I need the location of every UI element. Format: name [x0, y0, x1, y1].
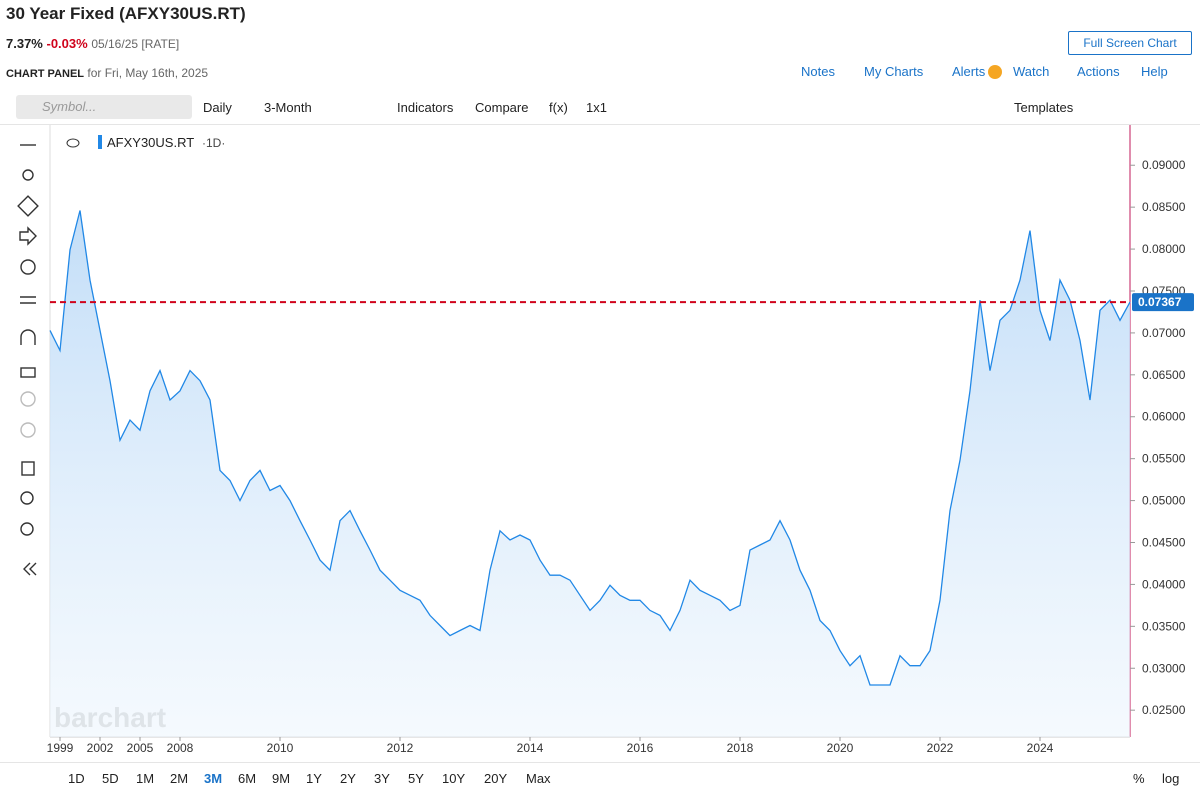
x-tick-label: 1999 [47, 741, 74, 755]
scale-button[interactable]: log [1162, 771, 1180, 786]
timeframe-button[interactable]: 9M [272, 771, 291, 786]
y-tick-label: 0.03000 [1142, 661, 1186, 675]
toolbar: Symbol... Daily 3-Month Indicators Compa… [0, 90, 1200, 125]
x-tick-label: 2010 [267, 741, 294, 755]
quote-date: 05/16/25 [RATE] [91, 37, 180, 51]
series-line [49, 210, 1131, 686]
last-value: 7.37% [6, 36, 43, 51]
tool-collapse[interactable] [23, 562, 37, 576]
tool-lock[interactable] [20, 367, 36, 378]
timeframe-button[interactable]: 2M [170, 771, 189, 786]
x-tick-label: 2016 [627, 741, 654, 755]
legend-interval: ·1D· [202, 136, 225, 150]
visibility-icon[interactable] [66, 138, 80, 148]
symbol-search[interactable]: Symbol... [16, 95, 192, 119]
alert-badge [988, 65, 1002, 79]
timeframe-button[interactable]: 2Y [340, 771, 356, 786]
alerts-link[interactable]: Alerts [952, 64, 986, 79]
timeframe-button[interactable]: Max [526, 771, 551, 786]
tool-measure[interactable] [20, 296, 36, 304]
watch-link[interactable]: Watch [1013, 64, 1050, 79]
help-link[interactable]: Help [1141, 64, 1168, 79]
legend-name: AFXY30US.RT [107, 135, 194, 150]
timeframe-button[interactable]: 1Y [306, 771, 322, 786]
full-screen-button[interactable]: Full Screen Chart [1068, 31, 1192, 55]
timeframe-button[interactable]: 1M [136, 771, 155, 786]
tool-count[interactable] [20, 259, 36, 275]
tool-fib[interactable] [22, 169, 34, 181]
y-tick-label: 0.05500 [1142, 452, 1186, 466]
last-price-label: 0.07367 [1138, 295, 1182, 309]
my-charts-link[interactable]: My Charts [864, 64, 924, 79]
y-tick-label: 0.07000 [1142, 326, 1186, 340]
scale-button[interactable]: % [1133, 771, 1145, 786]
timeframe-button[interactable]: 3M [204, 771, 223, 786]
y-tick-label: 0.04000 [1142, 577, 1186, 591]
notes-link[interactable]: Notes [801, 64, 835, 79]
timeframe-button[interactable]: 20Y [484, 771, 508, 786]
x-tick-label: 2008 [167, 741, 194, 755]
left-tools [17, 144, 39, 576]
y-tick-label: 0.05000 [1142, 494, 1186, 508]
last-price-box [1132, 293, 1194, 312]
bottom-bar: 1D 5D 1M 2M 3M 6M 9M 1Y 2Y 3Y 5Y 10Y 20Y Max% log [0, 762, 1200, 798]
x-tick-label: 2002 [87, 741, 114, 755]
compare-button[interactable]: Compare [475, 100, 529, 115]
legend-swatch [98, 135, 102, 149]
y-tick-label: 0.08000 [1142, 242, 1186, 256]
x-tick-label: 2014 [517, 741, 544, 755]
timeframe-button[interactable]: 1D [68, 771, 85, 786]
y-tick-label: 0.06500 [1142, 368, 1186, 382]
title: 30 Year Fixed (AFXY30US.RT) [6, 4, 246, 23]
tool-zoom-out[interactable] [20, 522, 34, 536]
x-tick-label: 2018 [727, 741, 754, 755]
x-tick-label: 2024 [1027, 741, 1054, 755]
fx-button[interactable]: f(x) [549, 100, 568, 115]
timeframe-button[interactable]: 6M [238, 771, 257, 786]
layout-menu[interactable]: 1x1 [586, 100, 607, 115]
chart-panel: CHART PANEL for Fri, May 16th, 2025 [6, 66, 208, 80]
change: -0.03% [46, 36, 88, 51]
x-tick-label: 2005 [127, 741, 154, 755]
timeframe-button[interactable]: 3Y [374, 771, 390, 786]
tool-magnet[interactable] [20, 329, 36, 345]
timeframe-button[interactable]: 5D [102, 771, 119, 786]
indicators-button[interactable]: Indicators [397, 100, 454, 115]
timeframe-button[interactable]: 5Y [408, 771, 424, 786]
y-tick-label: 0.09000 [1142, 158, 1186, 172]
y-tick-label: 0.02500 [1142, 703, 1186, 717]
panel-label: CHART PANEL [6, 68, 85, 80]
x-tick-label: 2020 [827, 741, 854, 755]
y-tick-label: 0.06000 [1142, 410, 1186, 424]
panel-date: for Fri, May 16th, 2025 [87, 66, 209, 80]
actions-link[interactable]: Actions [1077, 64, 1120, 79]
x-tick-label: 2012 [387, 741, 414, 755]
tool-delete[interactable] [21, 461, 35, 476]
period-menu[interactable]: 3-Month [264, 100, 312, 115]
interval-menu[interactable]: Daily [203, 100, 232, 115]
tool-undo[interactable] [20, 391, 36, 407]
tool-zoom-in[interactable] [20, 491, 34, 505]
tool-redo[interactable] [20, 422, 36, 438]
tool-arrow[interactable] [19, 226, 37, 246]
y-tick-label: 0.03500 [1142, 619, 1186, 633]
area-fill [50, 210, 1130, 737]
y-tick-label: 0.04500 [1142, 536, 1186, 550]
x-tick-label: 2022 [927, 741, 954, 755]
y-tick-label: 0.08500 [1142, 200, 1186, 214]
templates-button[interactable]: Templates [1014, 100, 1074, 115]
quote: 7.37% -0.03% 05/16/25 [RATE] [6, 36, 179, 51]
timeframe-button[interactable]: 10Y [442, 771, 466, 786]
tool-shape[interactable] [17, 195, 39, 217]
